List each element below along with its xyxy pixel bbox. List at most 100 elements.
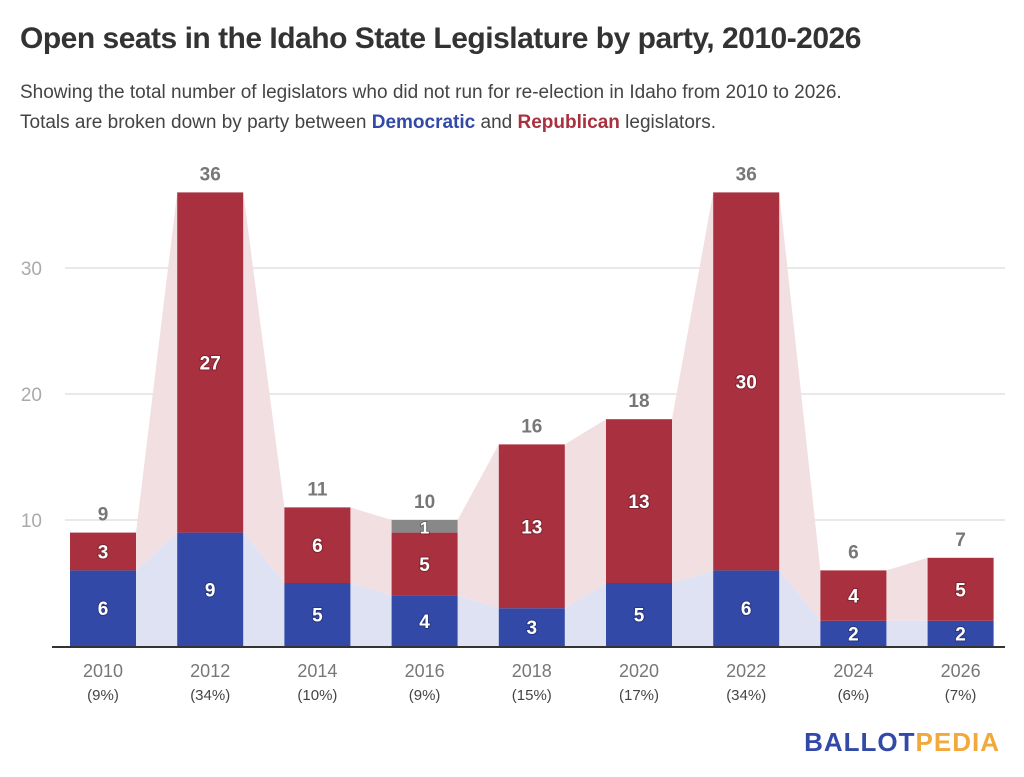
democratic-value-label: 2 [955, 624, 966, 645]
x-tick-sublabel: (9%) [409, 687, 441, 704]
republican-bar [177, 192, 244, 533]
bars [70, 192, 994, 646]
democratic-connector-area [243, 532, 285, 646]
republican-value-label: 27 [200, 354, 221, 375]
x-tick-sublabel: (10%) [297, 687, 337, 704]
other-value-label: 1 [420, 518, 429, 537]
total-value-label: 36 [200, 164, 221, 185]
republican-connector-area [243, 192, 285, 583]
republican-connector-area [564, 419, 606, 609]
y-tick-label: 10 [21, 511, 42, 532]
total-value-label: 11 [307, 479, 328, 500]
republican-connector-area [672, 192, 714, 583]
x-tick-sublabel: (34%) [190, 687, 230, 704]
total-value-label: 16 [521, 416, 542, 437]
x-tick-sublabel: (9%) [87, 687, 119, 704]
republican-value-label: 30 [736, 372, 757, 393]
other-bar [391, 520, 458, 533]
x-tick-label: 2016 [405, 661, 445, 681]
democratic-value-label: 5 [312, 606, 323, 627]
republican-value-label: 13 [628, 492, 649, 513]
republican-value-label: 5 [955, 580, 966, 601]
democratic-value-label: 2 [848, 624, 859, 645]
x-tick-label: 2026 [941, 661, 981, 681]
republican-connector-area [136, 192, 178, 571]
x-axis: 2010 (9%) 2012 (34%) 2014 (10%) 2016 (9%) 2018 (1… [52, 646, 1005, 704]
democratic-value-label: 3 [527, 618, 538, 639]
chart-title: Open seats in the Idaho State Legislatur… [20, 22, 861, 55]
logo-part-2: PEDIA [915, 727, 1000, 757]
total-value-label: 18 [628, 391, 649, 412]
subtitle-text: Totals are broken down by party between [20, 112, 372, 133]
x-tick-label: 2020 [619, 661, 659, 681]
x-tick-label: 2012 [190, 661, 230, 681]
logo-part-1: BALLOT [804, 727, 916, 757]
republican-bar [927, 557, 994, 621]
republican-connector-area [350, 507, 392, 596]
republican-bar [498, 444, 565, 609]
republican-value-label: 5 [419, 555, 430, 576]
total-value-label: 9 [98, 505, 109, 526]
democratic-connector-area [564, 583, 606, 646]
x-tick-sublabel: (34%) [726, 687, 766, 704]
subtitle-line-2: Totals are broken down by party between … [20, 108, 842, 138]
x-tick-sublabel: (17%) [619, 687, 659, 704]
republican-value-label: 4 [848, 587, 859, 608]
x-tick-sublabel: (6%) [838, 687, 870, 704]
democratic-bar [391, 595, 458, 646]
x-tick-label: 2018 [512, 661, 552, 681]
x-tick-sublabel: (15%) [512, 687, 552, 704]
democratic-connector-area [457, 595, 499, 646]
republican-bar [284, 507, 351, 583]
democratic-connector-area [350, 583, 392, 646]
democratic-connector-area [779, 570, 821, 646]
republican-value-label: 3 [98, 543, 109, 564]
democratic-connector-area [672, 570, 714, 646]
republican-value-label: 13 [521, 517, 542, 538]
democratic-value-label: 5 [634, 606, 645, 627]
democratic-bar [498, 608, 565, 646]
democratic-bar [177, 532, 244, 646]
democratic-bar [927, 620, 994, 646]
subtitle-line-1: Showing the total number of legislators … [20, 82, 842, 103]
total-value-label: 6 [848, 542, 859, 563]
x-tick-sublabel: (7%) [945, 687, 977, 704]
republican-bar [70, 532, 136, 571]
subtitle-text: legislators. [619, 112, 716, 133]
connector-areas [136, 192, 928, 646]
republican-bar [606, 419, 672, 583]
republican-value-label: 6 [312, 536, 323, 557]
y-tick-label: 20 [21, 385, 42, 406]
x-tick-label: 2010 [83, 661, 123, 681]
democratic-bar [713, 570, 780, 646]
democratic-value-label: 4 [419, 612, 430, 633]
democratic-value-label: 6 [98, 599, 109, 620]
democratic-label: Democratic [371, 112, 476, 133]
x-tick-label: 2014 [297, 661, 337, 681]
republican-connector-area [886, 557, 928, 621]
subtitle-text: and [475, 112, 518, 133]
democratic-value-label: 6 [741, 599, 752, 620]
x-tick-label: 2024 [833, 661, 873, 681]
x-tick-label: 2022 [726, 661, 766, 681]
republican-label: Republican [517, 112, 620, 133]
total-value-label: 10 [414, 492, 435, 513]
y-tick-label: 30 [21, 259, 42, 280]
republican-connector-area [779, 192, 821, 621]
democratic-bar [70, 570, 136, 646]
republican-bar [820, 570, 887, 621]
democratic-connector-area [136, 532, 178, 646]
democratic-bar [606, 583, 672, 646]
democratic-connector-area [886, 620, 928, 646]
democratic-value-label: 9 [205, 580, 216, 601]
ballotpedia-logo: BALLOTPEDIA [804, 727, 1000, 758]
democratic-bar [284, 583, 351, 646]
total-value-label: 36 [736, 164, 757, 185]
total-value-label: 7 [955, 530, 966, 551]
republican-bar [391, 532, 458, 596]
republican-bar [713, 192, 780, 571]
republican-connector-area [457, 444, 499, 609]
data-labels: 6 3 9 9 27 36 5 6 11 4 5 1 10 3 13 16 5 13 18 6 30 36 2 4 6 2 5 7 [97, 164, 968, 646]
democratic-bar [820, 620, 887, 646]
